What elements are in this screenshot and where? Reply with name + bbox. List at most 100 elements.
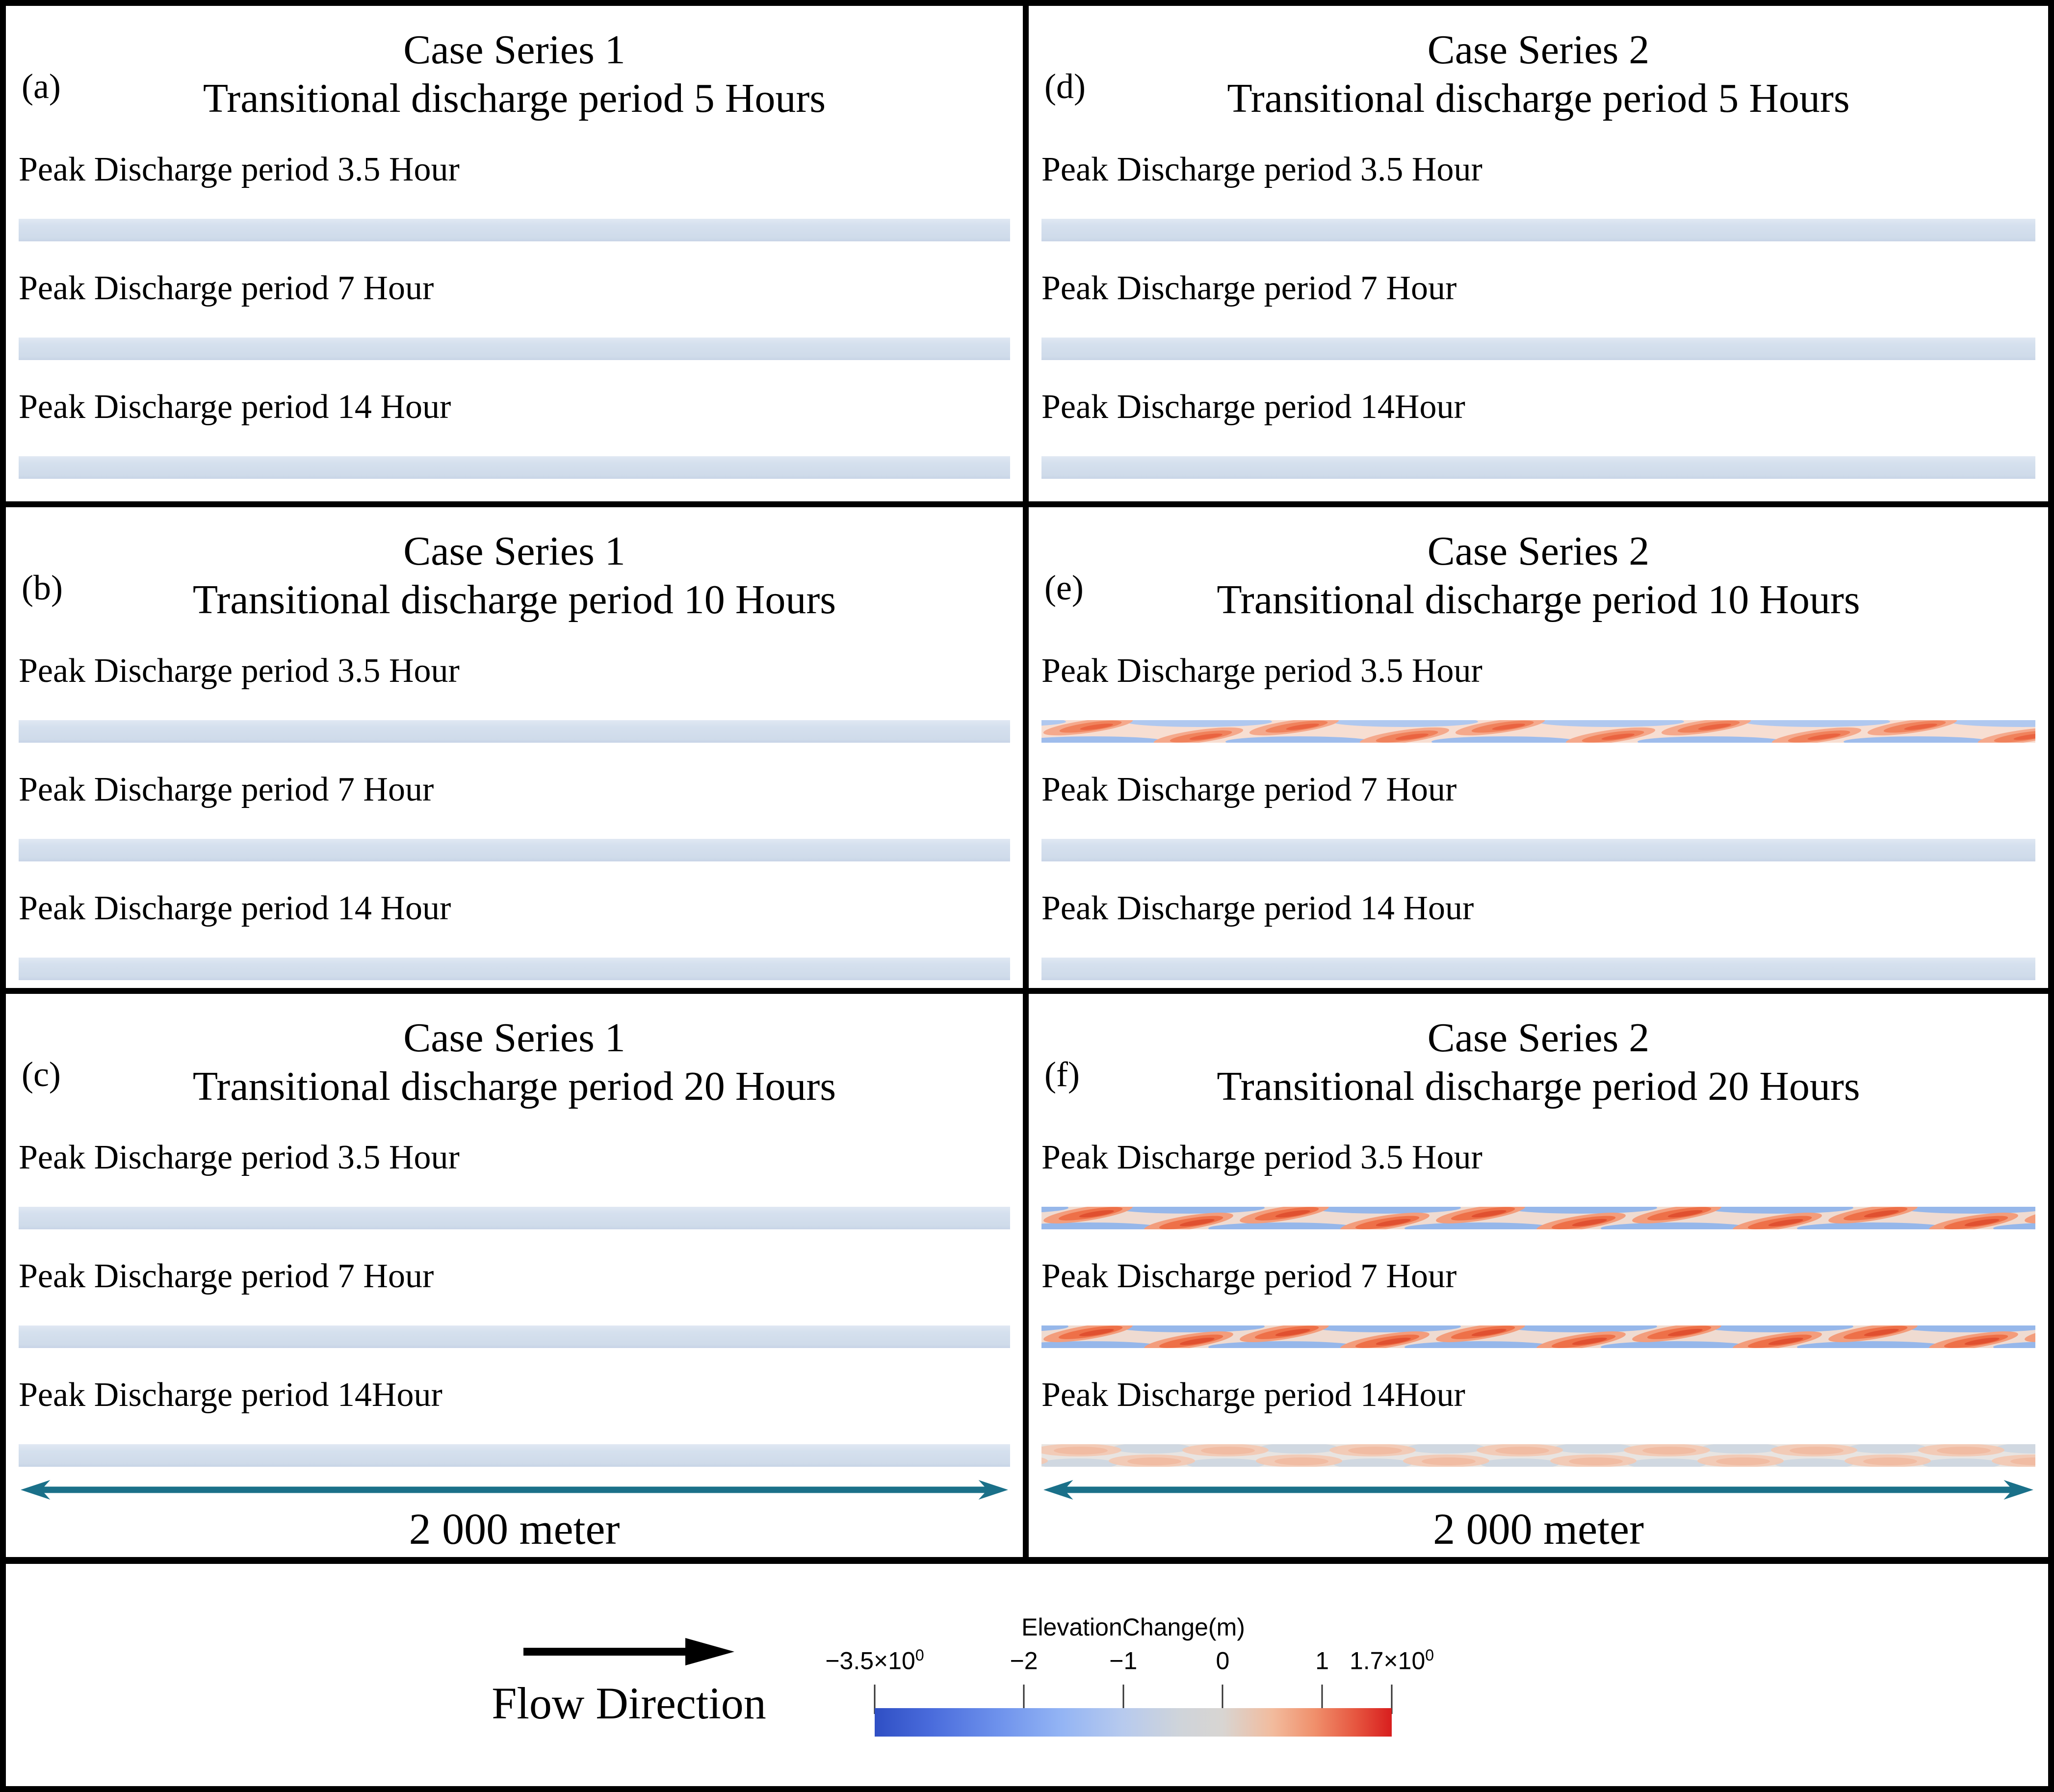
transition-subtitle: Transitional discharge period 5 Hours xyxy=(1227,76,1850,122)
colorbar-tick-label: 1.7×100 xyxy=(1349,1646,1434,1675)
strip-group: Peak Discharge period 3.5 Hour xyxy=(1041,650,2035,743)
panel-b: (b) Case Series 1 Transitional discharge… xyxy=(6,507,1023,988)
elevation-strip xyxy=(1041,1444,2035,1467)
strip-label: Peak Discharge period 14Hour xyxy=(1041,1376,1465,1414)
elevation-strip xyxy=(1041,1207,2035,1230)
strip-group: Peak Discharge period 7 Hour xyxy=(1041,268,2035,361)
flow-direction-arrow-icon xyxy=(523,1638,734,1665)
panel-c: (c) Case Series 1 Transitional discharge… xyxy=(6,994,1023,1557)
strip-group: Peak Discharge period 3.5 Hour xyxy=(19,1137,1010,1230)
strip-group: Peak Discharge period 3.5 Hour xyxy=(1041,1137,2035,1230)
colorbar-tick-label: −3.5×100 xyxy=(825,1646,924,1675)
colorbar-tick-mark xyxy=(874,1685,876,1714)
colorbar-tick-label: 1 xyxy=(1315,1647,1329,1675)
panel-f: (f) Case Series 2 Transitional discharge… xyxy=(1029,994,2048,1557)
strip-label: Peak Discharge period 7 Hour xyxy=(1041,771,1457,809)
elevation-strip xyxy=(19,720,1010,743)
strip-label: Peak Discharge period 3.5 Hour xyxy=(19,652,460,690)
strip-group: Peak Discharge period 7 Hour xyxy=(19,769,1010,862)
elevation-strip xyxy=(19,958,1010,981)
strip-label: Peak Discharge period 3.5 Hour xyxy=(1041,1139,1482,1177)
scale-bar: 2 000 meter xyxy=(1041,1479,2035,1554)
case-series-title: Case Series 2 xyxy=(1427,528,1650,574)
panel-letter: (e) xyxy=(1044,568,1084,607)
strip-group: Peak Discharge period 7 Hour xyxy=(19,268,1010,361)
scale-double-arrow xyxy=(1043,1480,2033,1500)
strip-label: Peak Discharge period 14 Hour xyxy=(19,889,451,928)
strip-label: Peak Discharge period 7 Hour xyxy=(19,1257,434,1296)
horizontal-divider xyxy=(6,501,2048,507)
strip-label: Peak Discharge period 7 Hour xyxy=(1041,269,1457,308)
strip-group: Peak Discharge period 14 Hour xyxy=(19,387,1010,479)
colorbar: ElevationChange(m) −3.5×100 −2 −1 0 1 1.… xyxy=(825,1564,1434,1786)
panel-letter: (f) xyxy=(1044,1055,1080,1094)
strip-group: Peak Discharge period 14Hour xyxy=(1041,1375,2035,1467)
colorbar-gradient xyxy=(875,1708,1392,1737)
panel-title: Case Series 1 Transitional discharge per… xyxy=(19,26,1010,123)
strip-group: Peak Discharge period 7 Hour xyxy=(1041,769,2035,862)
panel-title: Case Series 1 Transitional discharge per… xyxy=(19,527,1010,624)
colorbar-tick-mark xyxy=(1321,1685,1323,1714)
horizontal-divider xyxy=(6,1557,2048,1564)
panel-title: Case Series 1 Transitional discharge per… xyxy=(19,1013,1010,1111)
panel-letter: (c) xyxy=(22,1055,61,1094)
vertical-divider xyxy=(1023,6,1029,501)
horizontal-divider xyxy=(6,988,2048,994)
colorbar-title: ElevationChange(m) xyxy=(1021,1613,1245,1641)
scale-caption: 2 000 meter xyxy=(1433,1505,1644,1554)
panel-e: (e) Case Series 2 Transitional discharge… xyxy=(1029,507,2048,988)
strip-label: Peak Discharge period 7 Hour xyxy=(1041,1257,1457,1296)
transition-subtitle: Transitional discharge period 5 Hours xyxy=(203,76,826,122)
transition-subtitle: Transitional discharge period 10 Hours xyxy=(1217,577,1860,623)
case-series-title: Case Series 1 xyxy=(403,1015,625,1061)
colorbar-tick-label: −1 xyxy=(1109,1647,1138,1675)
scale-caption: 2 000 meter xyxy=(409,1505,620,1554)
strip-group: Peak Discharge period 14Hour xyxy=(1041,387,2035,479)
panel-a: (a) Case Series 1 Transitional discharge… xyxy=(6,6,1023,501)
elevation-strip xyxy=(19,1325,1010,1349)
scale-bar: 2 000 meter xyxy=(19,1479,1010,1554)
strip-group: Peak Discharge period 14 Hour xyxy=(19,888,1010,981)
case-series-title: Case Series 2 xyxy=(1427,27,1650,73)
strip-group: Peak Discharge period 7 Hour xyxy=(19,1256,1010,1349)
legend-row: Flow Direction ElevationChange(m) −3.5×1… xyxy=(6,1564,2048,1786)
transition-subtitle: Transitional discharge period 10 Hours xyxy=(192,577,836,623)
strip-label: Peak Discharge period 14Hour xyxy=(19,1376,442,1414)
elevation-strip xyxy=(19,839,1010,862)
strip-label: Peak Discharge period 3.5 Hour xyxy=(19,151,460,189)
strip-label: Peak Discharge period 14 Hour xyxy=(1041,889,1474,928)
flow-direction-group: Flow Direction xyxy=(472,1637,786,1728)
strip-label: Peak Discharge period 3.5 Hour xyxy=(19,1139,460,1177)
colorbar-tick-label: −2 xyxy=(1010,1647,1038,1675)
strip-group: Peak Discharge period 3.5 Hour xyxy=(1041,149,2035,242)
strip-group: Peak Discharge period 3.5 Hour xyxy=(19,650,1010,743)
strip-group: Peak Discharge period 14 Hour xyxy=(1041,888,2035,981)
flow-direction-label: Flow Direction xyxy=(492,1678,766,1728)
panel-title: Case Series 2 Transitional discharge per… xyxy=(1041,26,2035,123)
elevation-strip xyxy=(1041,720,2035,743)
elevation-strip xyxy=(1041,338,2035,361)
elevation-strip xyxy=(19,1207,1010,1230)
strip-label: Peak Discharge period 3.5 Hour xyxy=(1041,652,1482,690)
strip-label: Peak Discharge period 3.5 Hour xyxy=(1041,151,1482,189)
elevation-strip xyxy=(19,338,1010,361)
elevation-strip xyxy=(1041,839,2035,862)
elevation-strip xyxy=(1041,456,2035,479)
strip-group: Peak Discharge period 14Hour xyxy=(19,1375,1010,1467)
elevation-strip xyxy=(19,219,1010,242)
transition-subtitle: Transitional discharge period 20 Hours xyxy=(192,1064,836,1110)
strip-label: Peak Discharge period 14Hour xyxy=(1041,388,1465,426)
panel-title: Case Series 2 Transitional discharge per… xyxy=(1041,1013,2035,1111)
colorbar-tick-mark xyxy=(1023,1685,1025,1714)
panel-letter: (a) xyxy=(22,67,61,106)
strip-group: Peak Discharge period 3.5 Hour xyxy=(19,149,1010,242)
panel-letter: (d) xyxy=(1044,67,1086,106)
elevation-strip xyxy=(19,456,1010,479)
strip-label: Peak Discharge period 7 Hour xyxy=(19,269,434,308)
strip-label: Peak Discharge period 14 Hour xyxy=(19,388,451,426)
vertical-divider xyxy=(1023,994,1029,1557)
case-series-title: Case Series 1 xyxy=(403,27,625,73)
case-series-title: Case Series 2 xyxy=(1427,1015,1650,1061)
elevation-strip xyxy=(1041,1325,2035,1349)
